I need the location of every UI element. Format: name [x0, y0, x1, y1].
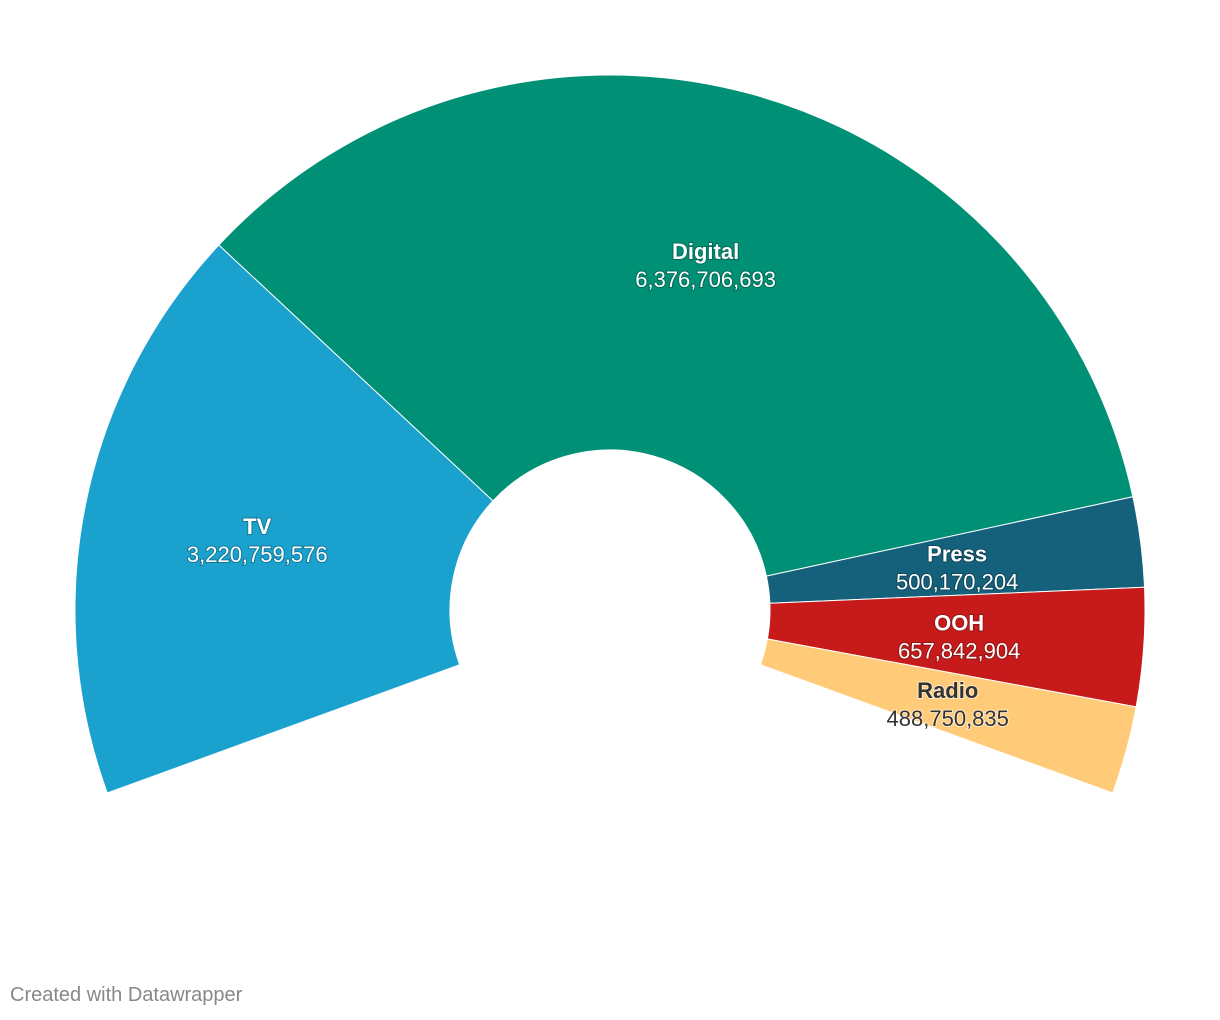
slice-label-tv: TV — [243, 514, 271, 539]
chart-labels: TV 3,220,759,576 Digital 6,376,706,693 Press… — [186, 238, 1021, 732]
slice-value-tv: 3,220,759,576 — [187, 542, 328, 567]
slice-value-ooh: 657,842,904 — [898, 638, 1020, 663]
slice-radio[interactable] — [759, 638, 1137, 794]
slice-value-radio: 488,750,835 — [887, 706, 1009, 731]
slice-label-press: Press — [927, 541, 987, 566]
slice-label-ooh: OOH — [934, 610, 984, 635]
slice-value-press: 500,170,204 — [896, 569, 1018, 594]
chart-slices — [74, 74, 1146, 794]
slice-value-digital: 6,376,706,693 — [635, 267, 776, 292]
slice-label-digital: Digital — [672, 239, 739, 264]
slice-tv[interactable] — [74, 244, 494, 794]
footer-credit: Created with Datawrapper — [10, 984, 243, 1006]
slice-label-radio: Radio — [917, 678, 978, 703]
slice-digital[interactable] — [218, 74, 1134, 577]
